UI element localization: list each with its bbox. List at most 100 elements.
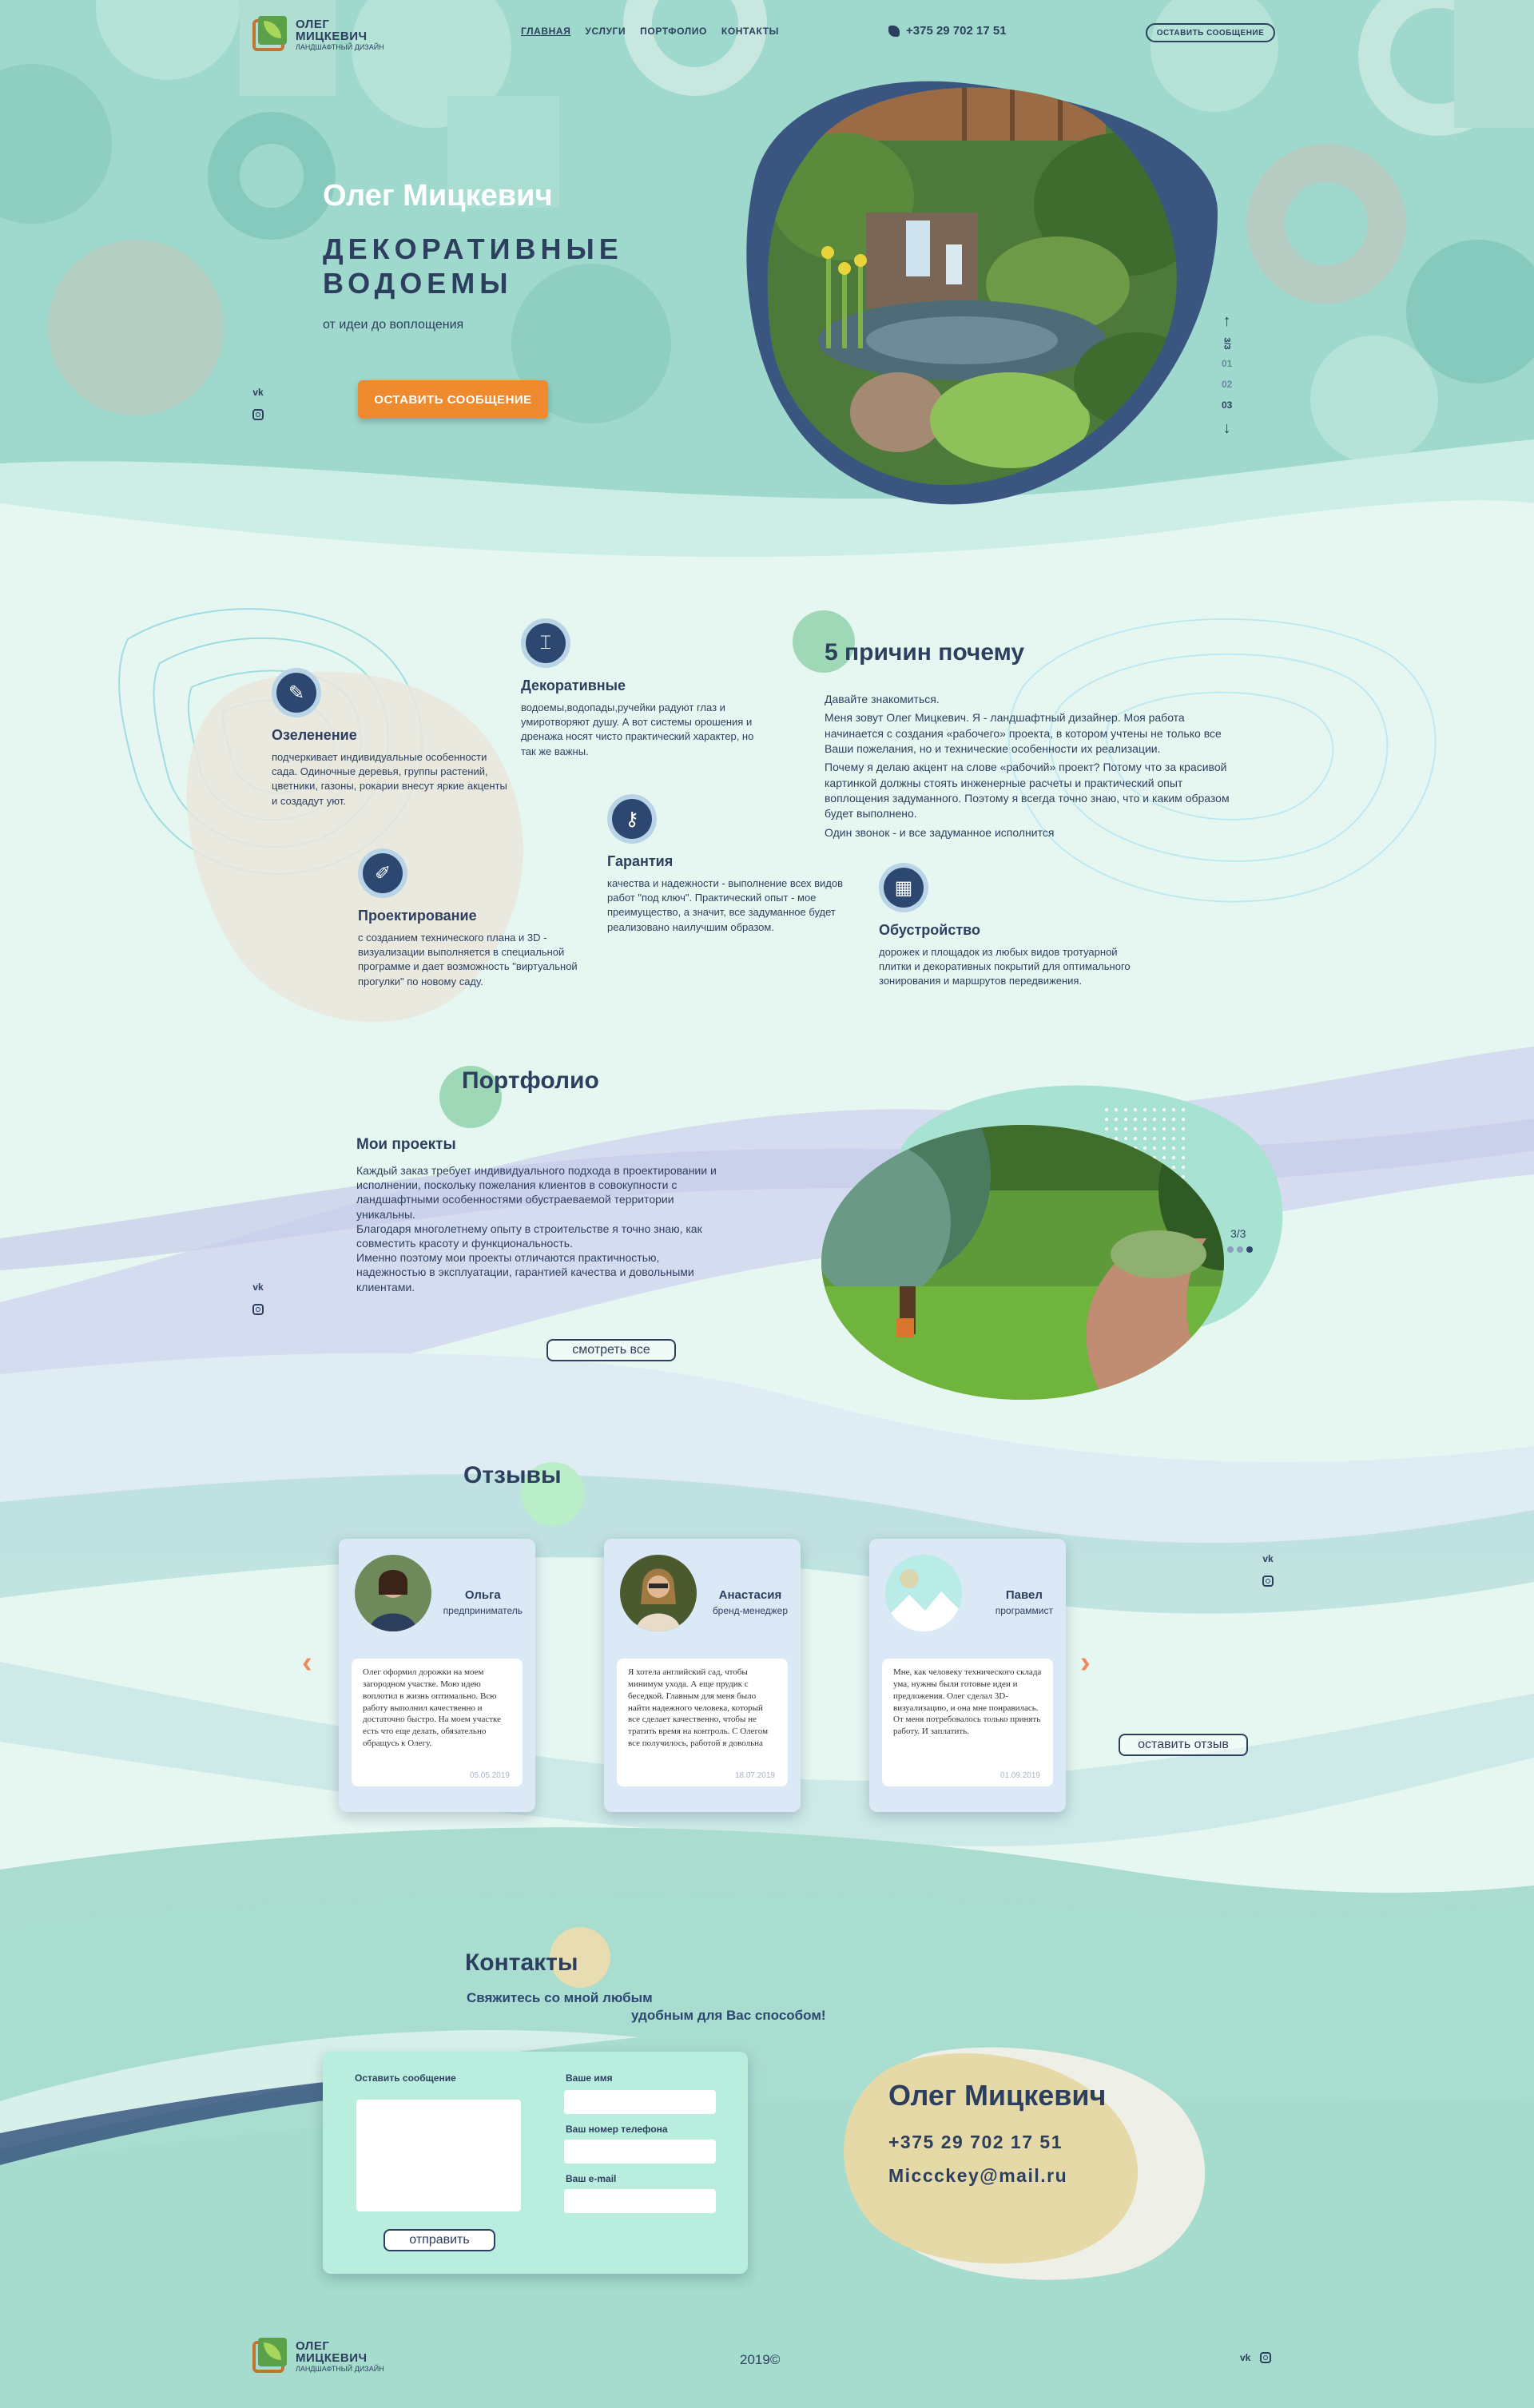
hero-cta-button[interactable]: ОСТАВИТЬ СООБЩЕНИЕ <box>358 380 548 419</box>
review-date: 18.07.2019 <box>734 1771 775 1780</box>
avatar <box>355 1555 431 1631</box>
about-text: Давайте знакомиться. Меня зовут Олег Миц… <box>825 692 1246 844</box>
hero-name: Олег Мицкевич <box>323 179 553 213</box>
portfolio-dot[interactable] <box>1237 1246 1243 1253</box>
logo-line-2: МИЦКЕВИЧ <box>296 29 368 43</box>
avatar <box>620 1555 697 1631</box>
review-card: Павел программист Мне, как человеку техн… <box>869 1539 1066 1812</box>
pattern-circle <box>1310 336 1438 463</box>
review-author-name: Ольга <box>464 1588 501 1602</box>
footer-social: vk <box>1240 2352 1272 2363</box>
contacts-subtitle-2: удобным для Вас способом! <box>631 2008 826 2023</box>
hero-slide-counter: 3/3 <box>1222 337 1232 350</box>
pattern-ring <box>208 112 336 240</box>
pattern-ring <box>1246 144 1406 304</box>
feature-title: Обустройство <box>879 922 980 938</box>
avatar <box>885 1555 962 1631</box>
leave-review-button[interactable]: оставить отзыв <box>1119 1734 1248 1756</box>
logo-leaf-icon <box>252 2338 289 2374</box>
vk-icon[interactable]: vk <box>1240 2352 1251 2363</box>
review-author: Павел программист <box>996 1588 1053 1616</box>
contacts-title: Контакты <box>465 1949 578 1976</box>
chevron-left-icon[interactable]: ‹ <box>302 1646 312 1679</box>
footer-copyright: 2019© <box>740 2352 781 2367</box>
hero-slide-item[interactable]: 01 <box>1221 358 1233 369</box>
chevron-right-icon[interactable]: › <box>1080 1646 1091 1679</box>
logo-leaf-icon <box>252 16 289 53</box>
feature-text: водоемы,водопады,ручейки радуют глаз и у… <box>521 701 754 757</box>
nav-link-portfolio[interactable]: ПОРТФОЛИО <box>640 26 707 37</box>
site-logo[interactable]: ОЛЕГ МИЦКЕВИЧ ЛАНДШАФТНЫЙ ДИЗАЙН <box>252 16 384 53</box>
portfolio-image <box>821 1085 1283 1400</box>
hero-image <box>746 81 1218 505</box>
instagram-icon[interactable] <box>1260 2352 1272 2363</box>
review-author-role: предприниматель <box>443 1605 523 1616</box>
contact-card-blob <box>844 2047 1206 2280</box>
contact-form: Оставить сообщение Ваше имя Ваш номер те… <box>323 2052 748 2274</box>
pattern-circle <box>1150 0 1278 112</box>
pattern-circle <box>0 64 112 224</box>
portfolio-paragraph: Благодаря многолетнему опыту в строитель… <box>356 1222 702 1250</box>
review-author-role: программист <box>995 1605 1053 1616</box>
vk-icon[interactable]: vk <box>252 1281 264 1293</box>
instagram-icon[interactable] <box>252 409 264 420</box>
logo-line-1: ОЛЕГ <box>296 17 330 31</box>
hero-subtitle: от идеи до воплощения <box>323 318 464 332</box>
arrow-down-icon[interactable]: ↓ <box>1222 419 1231 437</box>
footer-logo[interactable]: ОЛЕГ МИЦКЕВИЧ ЛАНДШАФТНЫЙ ДИЗАЙН <box>252 2338 384 2374</box>
arrow-up-icon[interactable]: ↑ <box>1222 312 1231 330</box>
vk-icon[interactable]: vk <box>1262 1553 1274 1564</box>
title-blob <box>793 610 855 673</box>
key-icon: ⚷ <box>607 794 657 844</box>
contact-card-email[interactable]: Miccckey@mail.ru <box>888 2165 1068 2186</box>
feature-title: Гарантия <box>607 853 674 869</box>
phone-icon <box>888 25 900 37</box>
review-body: Олег оформил дорожки на моем загородном … <box>352 1659 523 1786</box>
logo-line-3: ЛАНДШАФТНЫЙ ДИЗАЙН <box>296 42 384 51</box>
logo-text: ОЛЕГ МИЦКЕВИЧ ЛАНДШАФТНЫЙ ДИЗАЙН <box>296 18 384 51</box>
instagram-icon[interactable] <box>1262 1576 1274 1587</box>
feature-text: качества и надежности - выполнение всех … <box>607 877 844 933</box>
nav-link-home[interactable]: ГЛАВНАЯ <box>521 26 571 37</box>
feature-card: ✎ Озеленение подчеркивает индивидуальные… <box>272 668 511 809</box>
hero-slide-item[interactable]: 02 <box>1221 379 1233 390</box>
portfolio-title: Портфолио <box>462 1067 599 1094</box>
portfolio-paragraph: Именно поэтому мои проекты отличаются пр… <box>356 1251 694 1293</box>
feature-text: подчеркивает индивидуальные особенности … <box>272 751 507 807</box>
pattern-square <box>447 96 559 208</box>
title-blob <box>521 1462 585 1526</box>
hero-wave <box>0 439 1534 575</box>
header-phone[interactable]: +375 29 702 17 51 <box>888 24 1007 38</box>
review-date: 05.05.2019 <box>469 1771 510 1780</box>
contact-card-phone[interactable]: +375 29 702 17 51 <box>888 2132 1063 2152</box>
portfolio-view-all-button[interactable]: смотреть все <box>546 1339 676 1361</box>
email-label: Ваш e-mail <box>566 2173 617 2184</box>
contacts-background <box>0 1892 1534 2408</box>
vk-icon[interactable]: vk <box>252 387 264 398</box>
nav-link-services[interactable]: УСЛУГИ <box>585 26 626 37</box>
portfolio-dot[interactable] <box>1227 1246 1234 1253</box>
name-input[interactable] <box>564 2090 716 2114</box>
review-author-name: Анастасия <box>718 1588 782 1602</box>
phone-input[interactable] <box>564 2140 716 2164</box>
message-textarea[interactable] <box>356 2100 521 2211</box>
nav-link-contacts[interactable]: КОНТАКТЫ <box>721 26 779 37</box>
review-text: Мне, как человеку технического склада ум… <box>893 1667 1042 1737</box>
review-text: Я хотела английский сад, чтобы минимум у… <box>628 1667 769 1749</box>
feature-card: ▦ Обустройство дорожек и площадок из люб… <box>879 863 1143 989</box>
hero-slide-item[interactable]: 03 <box>1221 399 1233 411</box>
instagram-icon[interactable] <box>252 1304 264 1315</box>
portfolio-dot[interactable] <box>1246 1246 1253 1253</box>
phone-label: Ваш номер телефона <box>566 2124 668 2135</box>
email-input[interactable] <box>564 2189 716 2213</box>
submit-button[interactable]: отправить <box>384 2229 495 2251</box>
pattern-square <box>1454 0 1534 128</box>
about-paragraph: Меня зовут Олег Мицкевич. Я - ландшафтны… <box>825 711 1222 755</box>
header-message-button[interactable]: ОСТАВИТЬ СООБЩЕНИЕ <box>1146 23 1275 42</box>
review-text: Олег оформил дорожки на моем загородном … <box>363 1667 501 1749</box>
feature-text: дорожек и площадок из любых видов тротуа… <box>879 946 1131 987</box>
feature-title: Проектирование <box>358 908 477 924</box>
portfolio-counter: 3/3 <box>1230 1227 1246 1240</box>
pattern-circle <box>1406 240 1534 383</box>
hero-section: ОЛЕГ МИЦКЕВИЧ ЛАНДШАФТНЫЙ ДИЗАЙН ГЛАВНАЯ… <box>0 0 1534 575</box>
